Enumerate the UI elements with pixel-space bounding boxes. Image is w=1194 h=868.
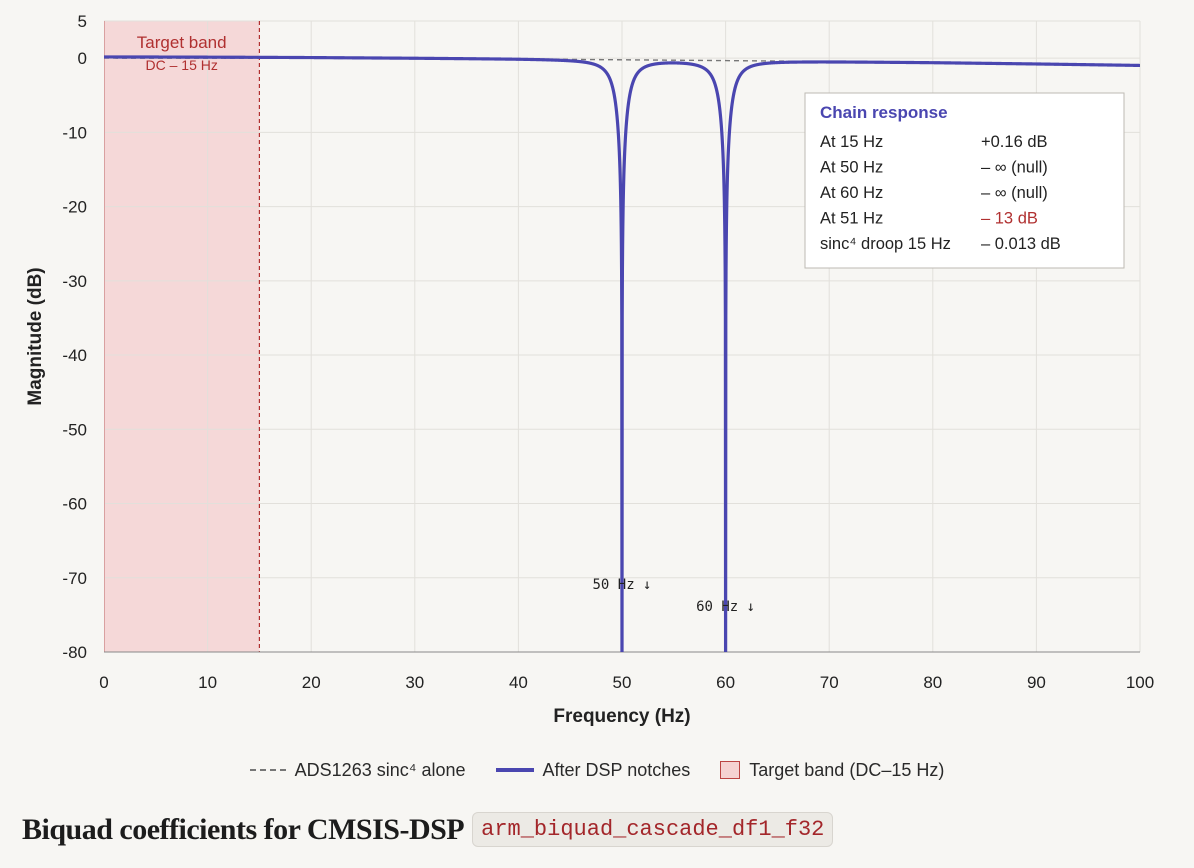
x-tick-label: 90 (1027, 673, 1046, 692)
legend-swatch-band (720, 761, 741, 779)
notch-annotation: 50 Hz ↓ (592, 577, 651, 593)
target-band-label: Target band (137, 33, 227, 52)
chain-response-row-value: – 0.013 dB (981, 235, 1061, 253)
legend-item-sinc[interactable]: ADS1263 sinc⁴ alone (249, 759, 466, 781)
target-band-sublabel: DC – 15 Hz (146, 57, 218, 73)
y-axis-label: Magnitude (dB) (25, 267, 46, 405)
legend-label-sinc: ADS1263 sinc⁴ alone (294, 759, 466, 780)
legend-label-band: Target band (DC–15 Hz) (749, 759, 945, 780)
x-tick-label: 100 (1126, 673, 1154, 692)
chain-response-row-value: – ∞ (null) (981, 184, 1048, 202)
chain-response-row-label: At 50 Hz (820, 159, 883, 177)
y-tick-label: 0 (78, 49, 87, 68)
legend-swatch-solid (495, 768, 534, 772)
section-heading-text: Biquad coefficients for CMSIS-DSP (22, 812, 465, 846)
chain-response-row-label: At 15 Hz (820, 133, 883, 151)
series-line-notch (104, 55, 1140, 652)
section-heading: Biquad coefficients for CMSIS-DSP arm_bi… (22, 812, 834, 847)
chain-response-row-value: – ∞ (null) (981, 159, 1048, 177)
chart-legend: ADS1263 sinc⁴ alone After DSP notches Ta… (0, 755, 1194, 785)
y-tick-label: -40 (62, 346, 87, 365)
y-tick-label: -50 (62, 420, 87, 439)
y-tick-label: -10 (62, 123, 87, 142)
x-axis-label: Frequency (Hz) (553, 706, 690, 727)
x-tick-label: 10 (198, 673, 217, 692)
x-tick-label: 60 (716, 673, 735, 692)
x-tick-label: 80 (923, 673, 942, 692)
x-tick-label: 50 (613, 673, 632, 692)
chain-response-row-value: – 13 dB (981, 210, 1038, 228)
x-tick-label: 40 (509, 673, 528, 692)
x-tick-label: 70 (820, 673, 839, 692)
x-tick-label: 0 (99, 673, 108, 692)
x-tick-label: 20 (302, 673, 321, 692)
y-tick-label: -70 (62, 569, 87, 588)
legend-item-band[interactable]: Target band (DC–15 Hz) (720, 760, 944, 781)
chain-response-row-label: At 60 Hz (820, 184, 883, 202)
function-name-code: arm_biquad_cascade_df1_f32 (472, 812, 834, 847)
y-tick-label: 5 (78, 12, 87, 31)
legend-label-notch: After DSP notches (542, 759, 691, 780)
chain-response-row-label: sinc⁴ droop 15 Hz (820, 235, 951, 253)
notch-annotation: 60 Hz ↓ (696, 599, 755, 615)
chain-response-row-label: At 51 Hz (820, 210, 883, 228)
y-tick-label: -30 (62, 272, 87, 291)
chain-response-title: Chain response (820, 103, 948, 122)
y-tick-label: -60 (62, 495, 87, 514)
chain-response-box-frame (804, 92, 1125, 269)
chain-response-box: Chain response At 15 Hz +0.16 dB At 50 Hz – … (804, 92, 1125, 269)
target-band-area (104, 21, 260, 652)
x-tick-label: 30 (405, 673, 424, 692)
legend-swatch-dashed (249, 769, 286, 771)
y-tick-label: -80 (62, 643, 87, 662)
y-tick-label: -20 (62, 198, 87, 217)
legend-item-notch[interactable]: After DSP notches (495, 759, 691, 781)
chain-response-row-value: +0.16 dB (981, 133, 1048, 151)
